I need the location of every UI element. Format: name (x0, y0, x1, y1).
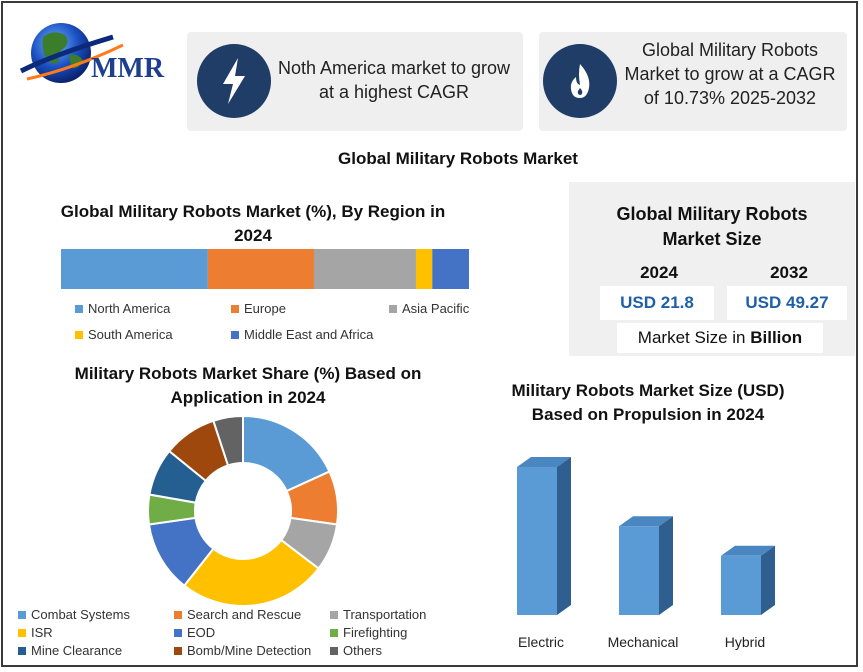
title-line: Market Size (662, 229, 762, 249)
title-line: Military Robots Market Size (USD) (511, 381, 785, 400)
highlight-card-cagr: Global Military Robots Market to grow at… (539, 32, 847, 131)
logo: MMR (13, 15, 188, 95)
application-donut-chart (147, 414, 339, 607)
bar-segment-south-america (415, 249, 433, 289)
legend-label: Search and Rescue (187, 607, 302, 622)
bar-segment-asia-pacific (313, 249, 416, 289)
legend-swatch (330, 610, 338, 619)
column-mechanical (619, 516, 673, 615)
legend-item-middle-east-and-africa: Middle East and Africa (231, 327, 373, 342)
legend-swatch (389, 304, 397, 313)
footer-prefix: Market Size in (637, 328, 751, 347)
value-2032: USD 49.27 (727, 286, 847, 320)
bar-segment-north-america (61, 249, 208, 289)
legend-label: Asia Pacific (402, 301, 470, 316)
legend-label: Transportation (343, 607, 427, 622)
footer-unit: Billion (750, 328, 803, 347)
legend-swatch (75, 304, 83, 313)
legend-swatch (174, 628, 182, 637)
bar-segment-middle-east-and-africa (432, 249, 469, 289)
legend-swatch (330, 646, 338, 655)
legend-swatch (18, 646, 26, 655)
lightning-icon (197, 44, 271, 118)
legend-label: Mine Clearance (31, 643, 123, 658)
legend-label: North America (88, 301, 171, 316)
legend-item-mine-clearance: Mine Clearance (18, 643, 122, 658)
year-2032-label: 2032 (770, 263, 808, 282)
value-2024: USD 21.8 (600, 286, 714, 320)
legend-item-transportation: Transportation (330, 607, 426, 622)
card-line: at a highest CAGR (318, 82, 470, 102)
title-line: 2024 (234, 226, 272, 245)
market-size-footer: Market Size in Billion (617, 323, 823, 353)
legend-label: Middle East and Africa (244, 327, 374, 342)
column-label-hybrid: Hybrid (725, 634, 765, 650)
card-line: of 10.73% 2025-2032 (643, 88, 817, 108)
legend-swatch (75, 330, 83, 339)
donut-slice-others (212, 414, 244, 467)
legend-item-combat-systems: Combat Systems (18, 607, 130, 622)
legend-label: Bomb/Mine Detection (187, 643, 312, 658)
market-size-title: Global Military Robots Market Size (569, 202, 855, 252)
title-line: Global Military Robots Market (%), By Re… (60, 202, 446, 221)
card-text-north-america: Noth America market to grow at a highest… (269, 56, 519, 104)
legend-label: Firefighting (343, 625, 408, 640)
legend-swatch (330, 628, 338, 637)
highlight-card-north-america: Noth America market to grow at a highest… (187, 32, 523, 131)
legend-item-eod: EOD (174, 625, 215, 640)
flame-icon (543, 44, 617, 118)
legend-item-search-and-rescue: Search and Rescue (174, 607, 301, 622)
card-line: Noth America market to grow (277, 58, 511, 78)
legend-label: EOD (187, 625, 216, 640)
column-label-mechanical: Mechanical (608, 634, 679, 650)
propulsion-chart-title: Military Robots Market Size (USD) Based … (473, 379, 823, 427)
legend-swatch (18, 610, 26, 619)
logo-text: MMR (91, 53, 165, 84)
legend-item-bomb-mine-detection: Bomb/Mine Detection (174, 643, 311, 658)
title-line: Military Robots Market Share (%) Based o… (74, 364, 422, 383)
legend-label: Combat Systems (31, 607, 130, 622)
legend-item-south-america: South America (75, 327, 173, 342)
bar-segment-europe (207, 249, 314, 289)
legend-item-europe: Europe (231, 301, 286, 316)
title-line: Application in 2024 (170, 388, 326, 407)
region-chart-title: Global Military Robots Market (%), By Re… (43, 200, 463, 248)
legend-swatch (174, 610, 182, 619)
legend-label: ISR (31, 625, 53, 640)
year-2024-label: 2024 (640, 263, 678, 282)
legend-label: South America (88, 327, 173, 342)
title-line: Global Military Robots (616, 204, 808, 224)
legend-swatch (174, 646, 182, 655)
legend-item-north-america: North America (75, 301, 170, 316)
legend-label: Others (343, 643, 383, 658)
legend-swatch (231, 330, 239, 339)
donut-slice-isr (182, 538, 320, 607)
legend-item-firefighting: Firefighting (330, 625, 407, 640)
legend-item-asia-pacific: Asia Pacific (389, 301, 469, 316)
legend-item-others: Others (330, 643, 382, 658)
market-size-panel: Global Military Robots Market Size 2024 … (569, 182, 855, 356)
propulsion-column-chart: Electric Mechanical Hybrid (517, 457, 775, 650)
column-electric (517, 457, 571, 615)
legend-swatch (231, 304, 239, 313)
region-stacked-bar (61, 249, 469, 289)
legend-label: Europe (244, 301, 286, 316)
column-hybrid (721, 545, 775, 615)
globe-logo-icon (19, 23, 124, 83)
card-text-cagr: Global Military Robots Market to grow at… (617, 38, 843, 110)
page-title: Global Military Robots Market (338, 149, 578, 168)
legend-item-isr: ISR (18, 625, 53, 640)
column-label-electric: Electric (518, 634, 564, 650)
title-line: Based on Propulsion in 2024 (531, 405, 765, 424)
card-line: Market to grow at a CAGR (624, 64, 836, 84)
card-line: Global Military Robots (641, 40, 819, 60)
legend-swatch (18, 628, 26, 637)
application-chart-title: Military Robots Market Share (%) Based o… (43, 362, 453, 410)
